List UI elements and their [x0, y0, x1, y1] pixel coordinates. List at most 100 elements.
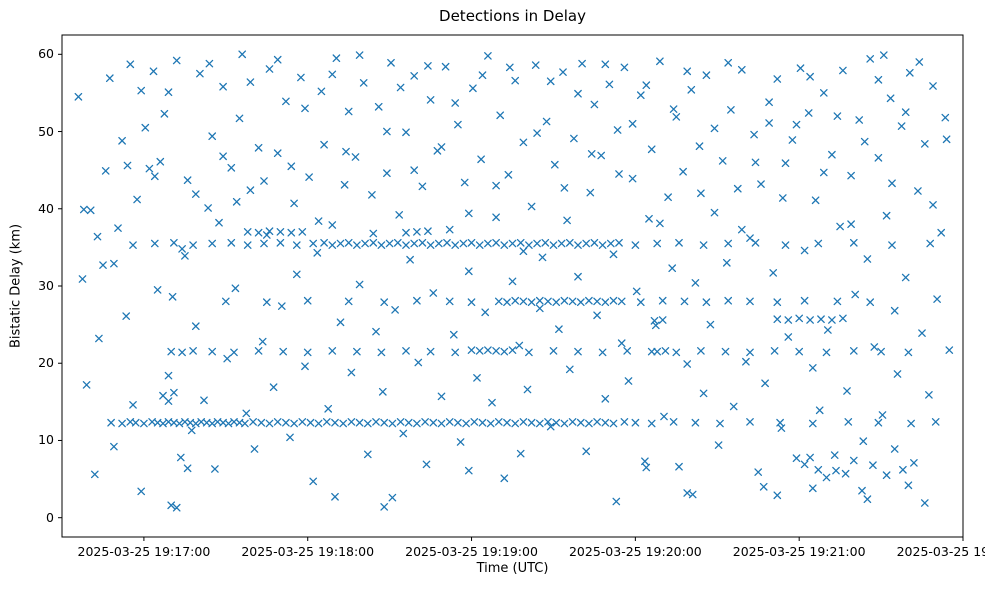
- scatter-point: [86, 206, 95, 215]
- point-group-scatter: [74, 50, 954, 496]
- scatter-point: [511, 76, 520, 85]
- scatter-point: [107, 418, 115, 427]
- scatter-point: [544, 297, 552, 306]
- scatter-point: [691, 279, 700, 287]
- scatter-point: [344, 238, 353, 247]
- y-tick-label: 60: [38, 46, 54, 62]
- scatter-point: [695, 142, 704, 151]
- scatter-point: [429, 418, 438, 427]
- scatter-point: [153, 286, 162, 294]
- scatter-point: [353, 347, 361, 356]
- scatter-point: [847, 171, 855, 180]
- scatter-point: [101, 167, 110, 175]
- scatter-point: [866, 298, 875, 307]
- scatter-point: [601, 418, 610, 427]
- scatter-point: [150, 239, 159, 248]
- scatter-point: [273, 149, 282, 158]
- scatter-point: [363, 450, 372, 459]
- scatter-point: [413, 419, 421, 428]
- scatter-point: [836, 222, 844, 231]
- scatter-point: [292, 241, 301, 249]
- scatter-point: [893, 370, 902, 378]
- scatter-point: [702, 298, 711, 307]
- scatter-point: [819, 89, 828, 97]
- scatter-point: [796, 64, 805, 73]
- scatter-point: [168, 292, 177, 301]
- scatter-point: [839, 66, 847, 75]
- x-tick-label: 2025-03-25 19:22:00: [896, 544, 985, 559]
- scatter-point: [570, 134, 578, 143]
- y-tick-label: 10: [38, 432, 54, 448]
- scatter-point: [388, 493, 397, 502]
- scatter-point: [286, 433, 294, 442]
- scatter-point: [541, 238, 550, 247]
- scatter-point: [658, 296, 667, 305]
- scatter-point: [254, 347, 263, 355]
- scatter-point: [675, 238, 683, 247]
- scatter-point: [605, 80, 614, 89]
- scatter-point: [773, 75, 782, 83]
- scatter-point: [656, 57, 664, 66]
- scatter-point: [636, 91, 645, 100]
- scatter-point: [910, 459, 918, 467]
- scatter-point: [574, 347, 582, 356]
- x-axis-label: Time (UTC): [476, 561, 549, 576]
- scatter-point: [525, 348, 533, 357]
- scatter-point: [183, 464, 192, 473]
- scatter-point: [574, 89, 582, 98]
- scatter-point: [421, 418, 429, 426]
- scatter-point: [519, 138, 528, 147]
- scatter-point: [344, 297, 353, 306]
- scatter-point: [492, 347, 500, 355]
- scatter-point: [680, 297, 689, 306]
- scatter-point: [191, 190, 200, 198]
- scatter-point: [238, 50, 247, 59]
- scatter-point: [781, 241, 790, 249]
- scatter-point: [503, 298, 511, 307]
- scatter-point: [331, 418, 339, 427]
- scatter-point: [770, 347, 779, 355]
- scatter-point: [642, 81, 651, 90]
- scatter-point: [784, 316, 793, 324]
- scatter-point: [945, 346, 954, 354]
- scatter-point: [137, 487, 146, 496]
- scatter-point: [792, 454, 801, 463]
- scatter-point: [765, 98, 773, 107]
- scatter-point: [406, 255, 414, 264]
- scatter-point: [882, 211, 891, 220]
- scatter-point: [511, 419, 520, 428]
- scatter-point: [172, 56, 181, 65]
- scatter-point: [414, 358, 423, 367]
- scatter-point: [915, 58, 924, 66]
- scatter-point: [828, 316, 836, 324]
- scatter-point: [628, 119, 637, 128]
- scatter-point: [462, 419, 470, 428]
- scatter-point: [929, 201, 937, 209]
- scatter-point: [623, 347, 632, 355]
- scatter-point: [918, 329, 926, 337]
- scatter-point: [260, 239, 268, 248]
- scatter-point: [467, 346, 476, 354]
- scatter-point: [93, 232, 102, 241]
- scatter-point: [687, 85, 696, 94]
- scatter-point: [122, 312, 131, 320]
- scatter-point: [484, 239, 492, 248]
- scatter-point: [724, 239, 733, 248]
- scatter-point: [317, 87, 326, 96]
- scatter-point: [305, 173, 313, 181]
- scatter-point: [172, 503, 181, 512]
- scatter-point: [841, 469, 850, 478]
- scatter-point: [874, 153, 883, 162]
- scatter-point: [568, 297, 577, 306]
- scatter-point: [535, 304, 544, 313]
- scatter-point: [706, 320, 715, 329]
- scatter-point: [150, 172, 159, 181]
- scatter-point: [378, 387, 387, 396]
- scatter-point: [118, 419, 126, 428]
- scatter-point: [590, 100, 599, 109]
- scatter-point: [475, 347, 484, 355]
- scatter-point: [716, 419, 724, 428]
- scatter-point: [808, 364, 817, 372]
- scatter-point: [273, 418, 282, 426]
- scatter-point: [306, 418, 315, 427]
